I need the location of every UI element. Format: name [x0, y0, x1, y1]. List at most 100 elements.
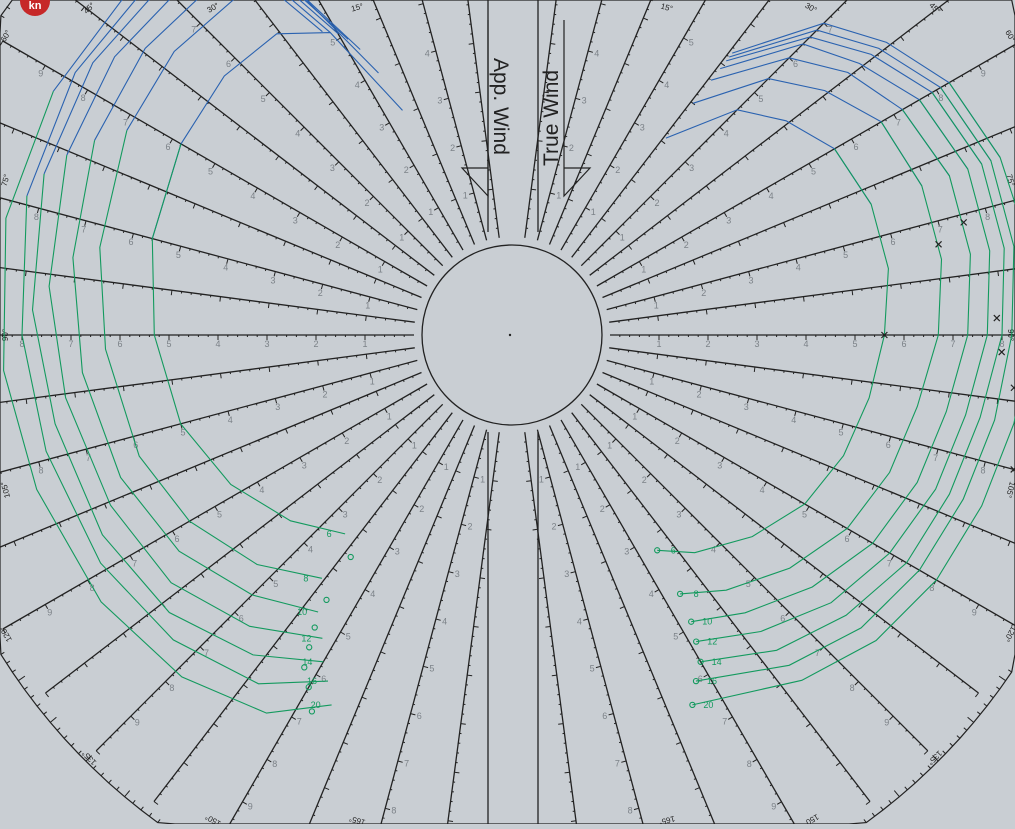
speed-tick	[400, 607, 405, 609]
speed-tick	[644, 234, 645, 236]
speed-tick	[601, 425, 602, 426]
radial-tick-label: 1	[387, 411, 392, 421]
speed-tick	[431, 638, 433, 639]
speed-tick	[660, 222, 661, 224]
speed-tick	[437, 61, 439, 62]
speed-tick	[653, 679, 655, 680]
speed-tick	[31, 136, 32, 138]
speed-tick	[693, 21, 695, 22]
speed-tick	[265, 269, 266, 271]
speed-tick	[932, 13, 933, 15]
speed-tick	[329, 102, 333, 105]
speed-tick	[698, 443, 699, 445]
speed-tick	[304, 391, 305, 393]
speed-tick	[901, 560, 902, 562]
speed-tick	[131, 178, 132, 180]
speed-tick	[411, 413, 412, 415]
radial-tick-label: 1	[556, 190, 561, 200]
speed-tick	[217, 562, 218, 564]
radial-tick-label: 1	[370, 377, 375, 387]
speed-tick	[781, 605, 783, 606]
speed-tick	[643, 564, 645, 565]
speed-tick	[351, 545, 353, 546]
speed-tick	[862, 241, 863, 243]
speed-tick	[919, 744, 920, 746]
speed-tick	[556, 505, 558, 506]
speed-tick	[774, 487, 775, 489]
speed-tick	[145, 55, 146, 57]
speed-tick	[630, 547, 634, 550]
speed-tick	[26, 399, 27, 404]
radial-tick-label: 1	[591, 207, 596, 217]
speed-tick	[431, 145, 433, 146]
speed-tick	[418, 281, 419, 283]
speed-tick	[247, 72, 248, 73]
speed-tick	[294, 277, 295, 279]
speed-tick	[215, 108, 216, 110]
speed-tick	[874, 185, 876, 190]
speed-tick	[665, 183, 666, 185]
rim-tick	[12, 670, 15, 672]
radial-tick-label: 9	[884, 718, 889, 728]
speed-tick	[741, 106, 742, 107]
speed-tick	[604, 407, 605, 409]
speed-tick	[71, 590, 72, 592]
rim-tick	[149, 813, 151, 816]
speed-tick	[814, 416, 815, 418]
speed-tick	[710, 388, 711, 390]
speed-tick	[255, 532, 256, 534]
speed-tick	[105, 504, 107, 509]
speed-tick	[623, 224, 624, 225]
speed-tick	[583, 70, 585, 71]
radial-tick-label: 3	[270, 275, 275, 285]
speed-tick	[727, 55, 729, 56]
speed-tick	[637, 210, 638, 211]
downwind-polar-10	[691, 110, 970, 622]
rim-tick	[117, 787, 120, 790]
angle-label: 45°	[82, 1, 97, 16]
speed-tick	[621, 252, 622, 254]
speed-tick	[884, 621, 885, 623]
speed-tick	[218, 256, 219, 258]
radial-tick-label: 3	[640, 122, 645, 132]
speed-tick	[315, 186, 318, 190]
speed-tick	[571, 562, 573, 563]
speed-tick	[408, 363, 409, 365]
speed-tick	[152, 695, 153, 697]
radial-tick-label: 6	[417, 711, 422, 721]
angle-spoke	[177, 0, 443, 266]
speed-tick	[426, 23, 428, 24]
speed-tick	[860, 134, 861, 136]
speed-tick	[583, 163, 585, 164]
speed-tick	[752, 520, 753, 522]
upwind-polar-10	[95, 0, 361, 140]
speed-tick	[423, 452, 427, 455]
speed-tick	[380, 467, 382, 468]
speed-tick	[359, 141, 363, 144]
radial-tick-label: 3	[744, 402, 749, 412]
speed-tick	[619, 742, 621, 743]
speed-tick	[464, 165, 466, 166]
upwind-polar-16	[729, 30, 991, 161]
speed-tick	[296, 120, 297, 121]
speed-tick	[254, 138, 255, 140]
speed-tick	[890, 716, 894, 720]
speed-tick	[659, 448, 660, 450]
speed-tick	[178, 770, 180, 771]
speed-tick	[837, 586, 838, 588]
speed-tick	[53, 70, 54, 72]
speed-tick	[647, 413, 648, 415]
speed-tick	[249, 598, 250, 599]
speed-tick	[591, 42, 593, 43]
speed-tick	[349, 460, 350, 462]
rim-tick	[977, 712, 980, 715]
speed-tick	[398, 365, 399, 367]
speed-tick	[202, 739, 204, 740]
radial-tick-label: 8	[81, 93, 86, 103]
speed-tick	[881, 434, 882, 436]
speed-tick	[154, 802, 158, 805]
speed-tick	[636, 498, 638, 499]
speed-tick	[77, 669, 78, 671]
speed-tick	[452, 480, 454, 481]
speed-tick	[231, 58, 235, 62]
